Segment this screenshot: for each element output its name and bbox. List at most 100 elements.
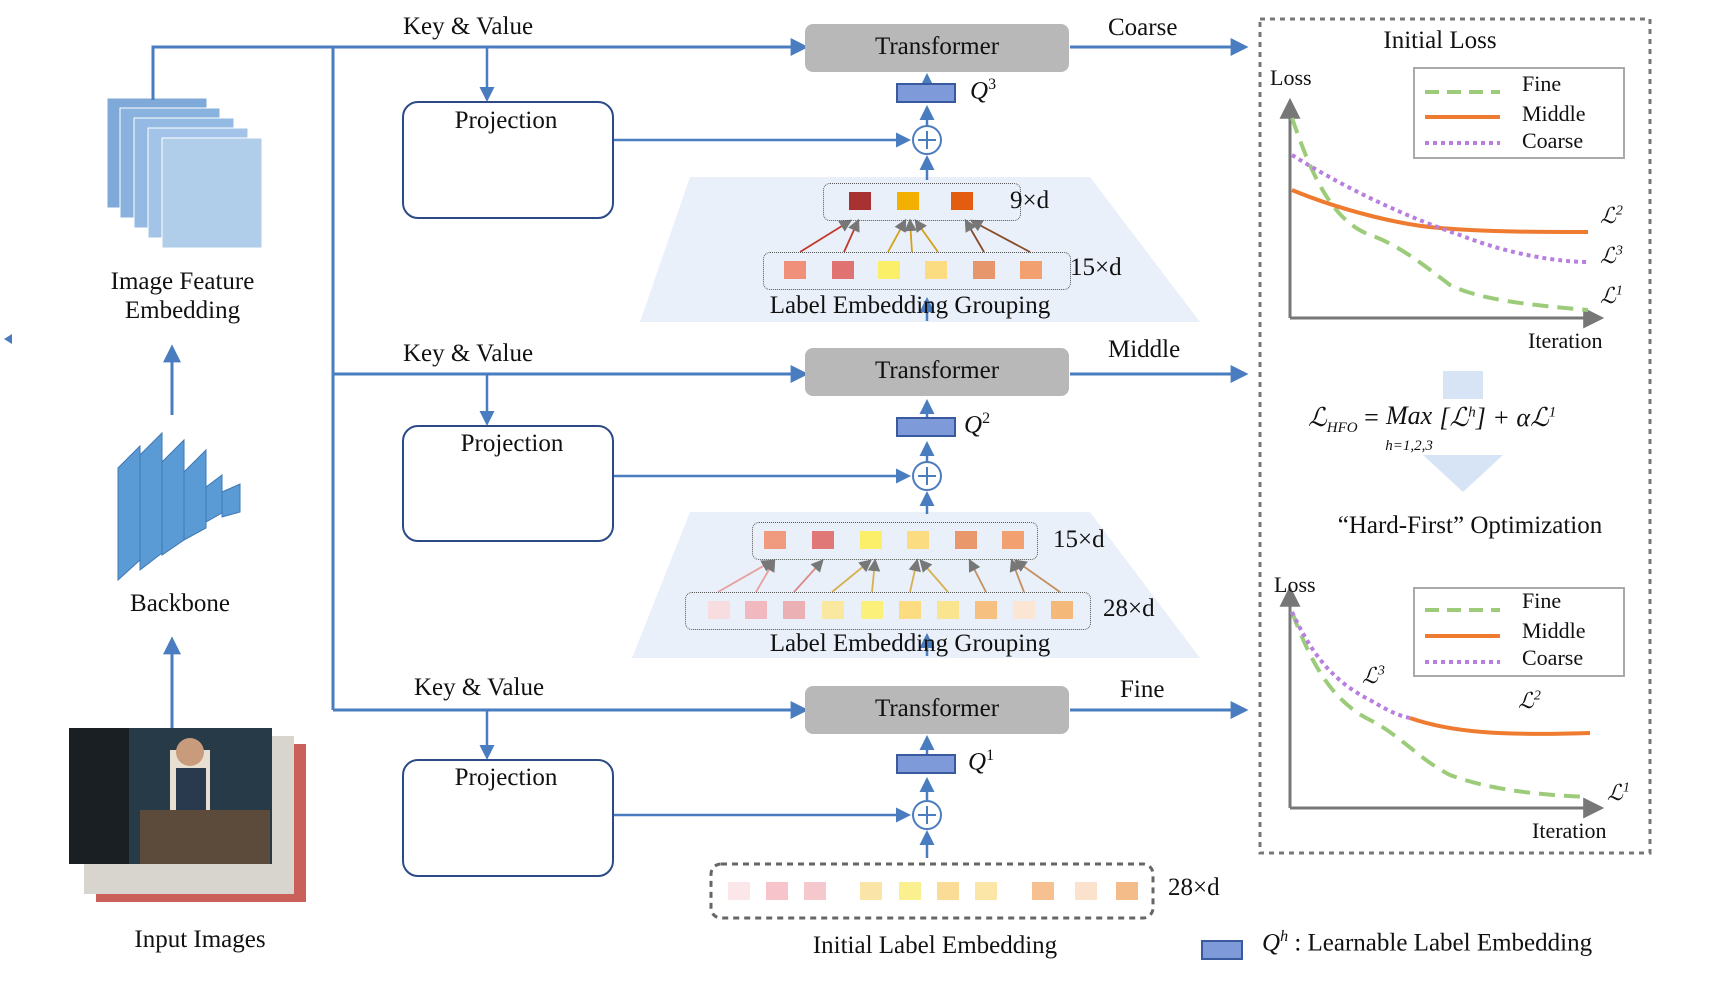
projection-label: Projection <box>454 764 558 791</box>
label-embedding-cell <box>975 882 997 900</box>
q2-label: Q2 <box>964 410 990 440</box>
middle-curve <box>1409 716 1591 736</box>
label-embedding-cell <box>822 601 844 619</box>
down-arrow-icon <box>1423 455 1503 492</box>
q1-label: Q1 <box>968 747 994 777</box>
curve-l: ℒ <box>1600 243 1616 268</box>
grouping-title: Label Embedding Grouping <box>769 292 1051 319</box>
backbone-icon <box>117 431 241 582</box>
curve-l: ℒ <box>1600 283 1616 308</box>
feature-stack-icon <box>106 97 263 249</box>
formula-max: Max <box>1385 401 1433 430</box>
dim-label-15xd: 15×d <box>1053 526 1105 553</box>
curve-sup: 1 <box>1622 780 1630 796</box>
curve-label-l3: ℒ3 <box>1600 243 1623 268</box>
key-value-label: Key & Value <box>403 340 534 367</box>
curve-label-l1: ℒ1 <box>1600 283 1623 308</box>
label-embedding-cell <box>783 601 805 619</box>
label-embedding-cell <box>899 601 921 619</box>
fine-output-label: Fine <box>1120 676 1165 703</box>
label-embedding-cell <box>832 261 854 279</box>
legend-coarse: Coarse <box>1522 128 1584 153</box>
transformer-label: Transformer <box>874 357 1000 384</box>
transformer-block <box>805 24 1069 72</box>
label-embedding-cell <box>784 261 806 279</box>
q2-sup: 2 <box>982 410 991 427</box>
input-images-icon <box>69 728 306 902</box>
q1-embedding <box>896 754 956 774</box>
initial-embedding-title: Initial Label Embedding <box>812 932 1058 959</box>
iteration-axis-label: Iteration <box>1528 328 1603 353</box>
label-embedding-cell <box>951 192 973 210</box>
formula-lhs-sub: HFO <box>1326 420 1358 437</box>
projection-box <box>402 425 614 542</box>
legend-sup: h <box>1280 928 1289 945</box>
label-embedding-cell <box>907 531 929 549</box>
curve-l: ℒ <box>1362 663 1378 688</box>
transformer-block <box>805 348 1069 396</box>
formula-rhs2-sup: 1 <box>1548 404 1557 421</box>
q1-letter: Q <box>968 748 987 776</box>
curve-label-l2: ℒ2 <box>1600 203 1623 228</box>
middle-output-label: Middle <box>1108 336 1181 363</box>
formula-rhs2: ] + αℒ <box>1475 403 1549 432</box>
label-embedding-cell <box>860 531 882 549</box>
projection-box <box>402 759 614 877</box>
plus-icon <box>912 461 942 491</box>
label-embedding-cell <box>937 882 959 900</box>
fine-curve <box>1290 117 1589 312</box>
label-embedding-cell <box>708 601 730 619</box>
curve-sup: 3 <box>1615 243 1623 259</box>
label-embedding-cell <box>1075 882 1097 900</box>
label-embedding-cell <box>1002 531 1024 549</box>
initial-loss-title: Initial Loss <box>1383 27 1497 54</box>
label-embedding-cell <box>728 882 750 900</box>
middle-curve <box>1291 188 1589 234</box>
label-embedding-cell <box>804 882 826 900</box>
dim-label-15xd: 15×d <box>1070 254 1122 281</box>
label-embedding-cell <box>955 531 977 549</box>
legend-fine: Fine <box>1522 71 1562 96</box>
dim-label-initial: 28×d <box>1168 874 1220 901</box>
iteration-axis-label: Iteration <box>1532 818 1607 843</box>
label-embedding-cell <box>1020 261 1042 279</box>
legend-middle: Middle <box>1522 618 1586 643</box>
label-embedding-cell <box>766 882 788 900</box>
coarse-output-label: Coarse <box>1108 14 1178 41</box>
initial-embedding-box <box>709 862 1155 920</box>
label-embedding-cell <box>925 261 947 279</box>
formula-max-sub: h=1,2,3 <box>1385 438 1433 454</box>
key-value-label: Key & Value <box>403 13 534 40</box>
label-embedding-cell <box>745 601 767 619</box>
dim-label-28xd: 28×d <box>1103 595 1155 622</box>
q2-embedding <box>896 417 956 437</box>
curve-label-l3: ℒ3 <box>1362 663 1385 688</box>
image-feature-line1: Image Feature <box>110 268 255 295</box>
transformer-block <box>805 686 1069 734</box>
formula-rhs: [ℒ <box>1439 403 1469 432</box>
curve-label-l2: ℒ2 <box>1518 688 1541 713</box>
q3-sup: 3 <box>988 76 997 93</box>
key-value-label: Key & Value <box>414 674 545 701</box>
q2-letter: Q <box>964 411 983 439</box>
projection-label: Projection <box>454 107 558 134</box>
learnable-embedding-swatch <box>1201 940 1243 960</box>
coarse-curve <box>1290 153 1589 264</box>
q3-embedding <box>896 83 956 103</box>
curve-sup: 3 <box>1377 663 1385 679</box>
curve-sup: 2 <box>1615 203 1623 219</box>
projection-label: Projection <box>460 430 564 457</box>
right-panel-box <box>1258 17 1652 855</box>
backbone-label: Backbone <box>130 590 230 617</box>
projection-box <box>402 101 614 219</box>
fine-curve <box>1290 611 1589 799</box>
image-feature-embedding-label: Image Feature Embedding <box>80 268 285 326</box>
plus-icon <box>912 125 942 155</box>
label-embedding-cell <box>973 261 995 279</box>
embedding-row-28 <box>685 592 1091 630</box>
curve-sup: 1 <box>1615 283 1623 299</box>
embedding-row-9 <box>823 183 1021 221</box>
transformer-label: Transformer <box>874 33 1000 60</box>
hfo-formula: ℒHFO = Max h=1,2,3 [ℒh] + αℒ1 <box>1308 401 1557 454</box>
